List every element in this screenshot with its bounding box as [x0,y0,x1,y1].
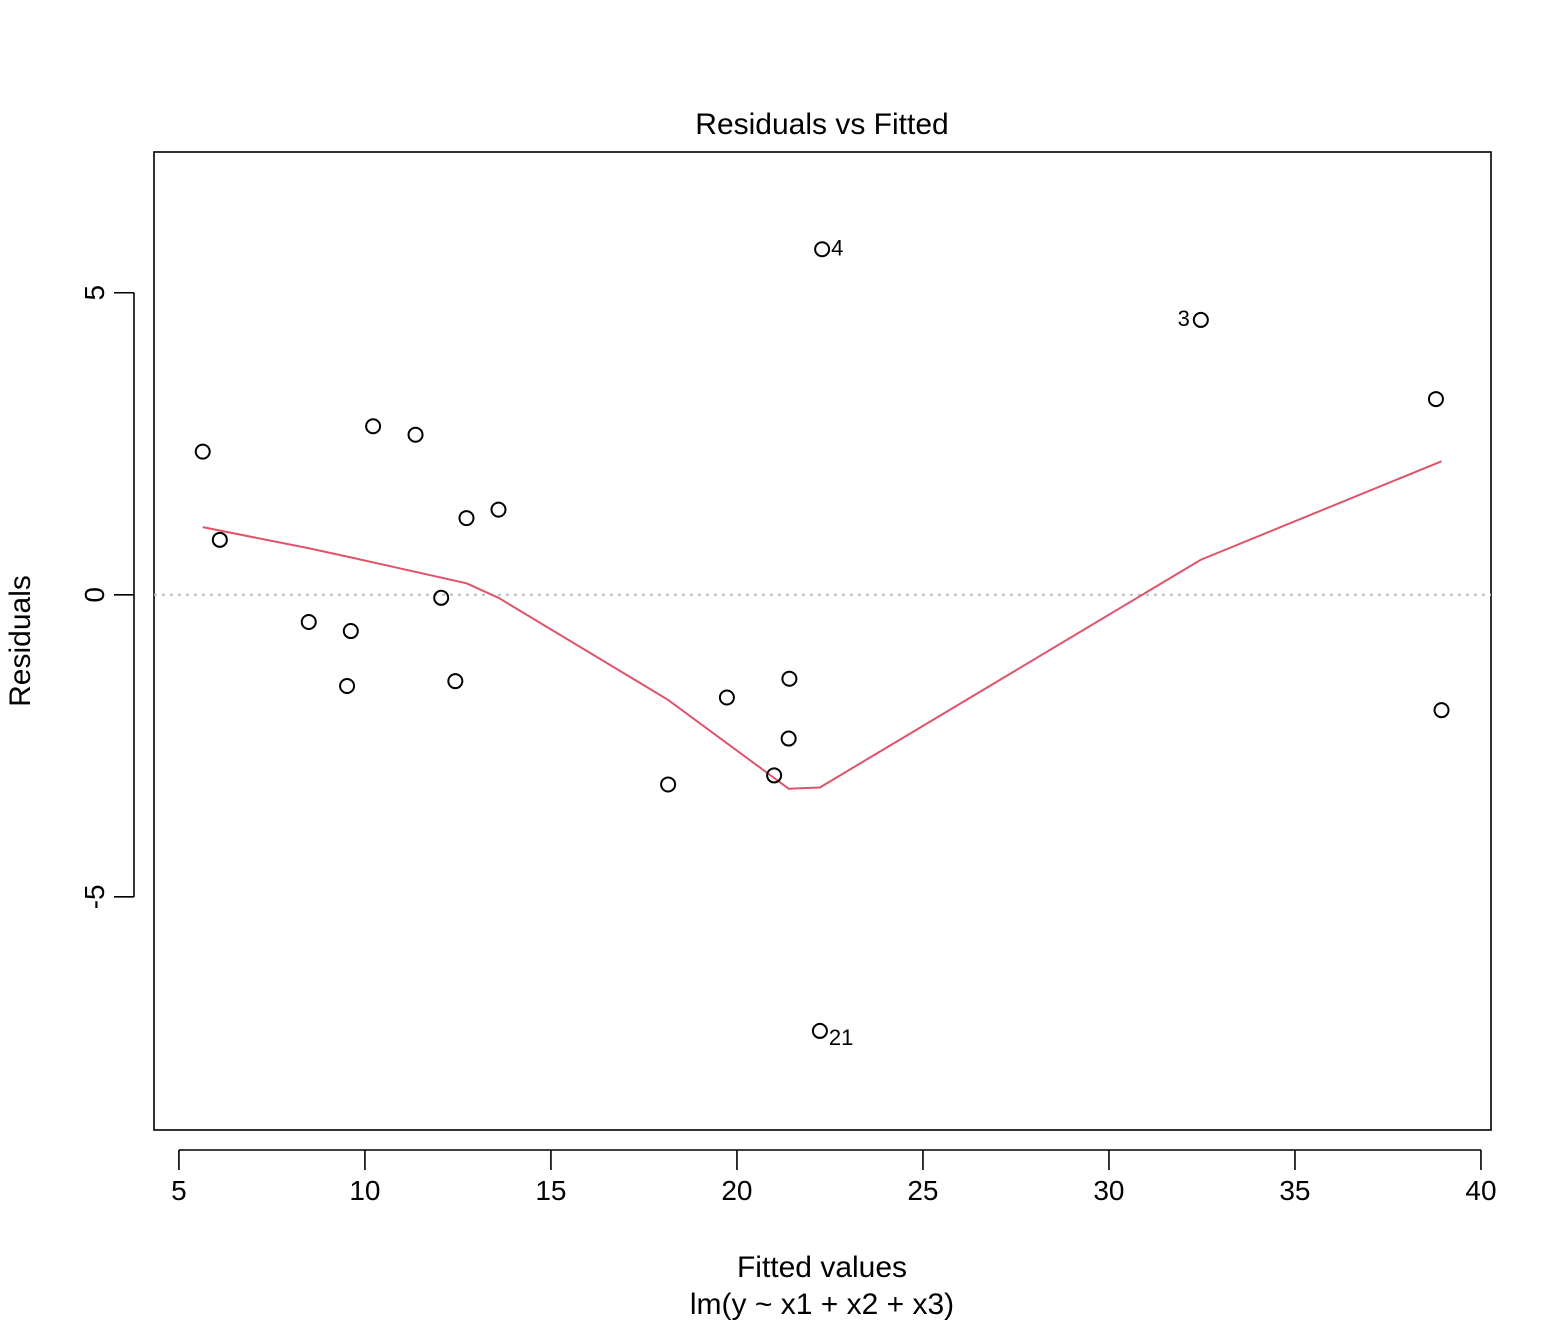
smooth-line-layer [202,460,1442,790]
y-tick-label: 5 [79,285,110,301]
x-tick-label: 15 [535,1175,566,1206]
data-point [1192,311,1209,328]
data-point [194,443,211,460]
data-point [447,673,464,690]
x-tick-label: 10 [349,1175,380,1206]
data-point [211,531,228,548]
data-point [660,776,677,793]
chart-title: Residuals vs Fitted [695,108,948,141]
data-point [780,730,797,747]
x-tick-label: 30 [1093,1175,1124,1206]
x-tick-label: 20 [721,1175,752,1206]
data-point [781,670,798,687]
data-point [1427,391,1444,408]
x-tick-label: 5 [171,1175,187,1206]
x-axis-label: Fitted values [737,1251,907,1284]
data-point [407,426,424,443]
data-point [811,1022,828,1039]
data-point [814,241,831,258]
data-point [433,589,450,606]
x-tick-label: 25 [907,1175,938,1206]
data-point [458,510,475,527]
data-point [342,623,359,640]
data-point [365,418,382,435]
data-point [1433,702,1450,719]
x-tick-label: 40 [1465,1175,1496,1206]
data-point [339,678,356,695]
x-axis: 5 10 15 20 25 30 35 40 [171,1149,1497,1206]
y-axis-label: Residuals [4,575,37,707]
plot-frame [153,151,1492,1131]
y-tick-label: -5 [79,884,110,909]
x-tick-label: 35 [1279,1175,1310,1206]
point-label: 21 [829,1025,853,1050]
data-point [766,767,783,784]
points-layer: 21 4 3 [194,235,1450,1050]
x-axis-subtitle: lm(y ~ x1 + x2 + x3) [690,1288,954,1320]
data-point [300,613,317,630]
data-point [490,501,507,518]
smooth-trend-line [202,460,1442,790]
point-label: 3 [1178,306,1190,331]
data-point [718,689,735,706]
point-label: 4 [831,235,843,260]
y-axis: -5 0 5 [79,285,135,909]
y-tick-label: 0 [79,587,110,603]
